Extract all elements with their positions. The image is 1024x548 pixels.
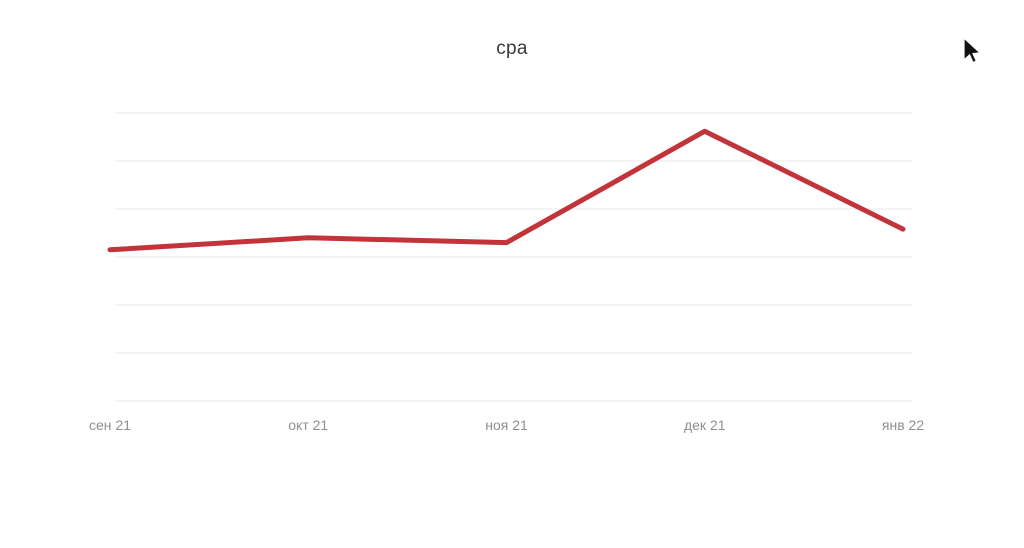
x-axis: сен 21 окт 21 ноя 21 дек 21 янв 22	[0, 417, 1024, 437]
cpa-line-series	[107, 128, 906, 253]
gridlines	[115, 112, 912, 402]
x-axis-label: ноя 21	[485, 417, 528, 433]
x-axis-label: окт 21	[288, 417, 329, 433]
x-axis-label: сен 21	[89, 417, 131, 433]
x-axis-label: янв 22	[881, 417, 925, 433]
chart-title: cpa	[496, 38, 528, 59]
mouse-pointer-icon	[963, 36, 982, 64]
x-axis-label: дек 21	[683, 417, 726, 433]
